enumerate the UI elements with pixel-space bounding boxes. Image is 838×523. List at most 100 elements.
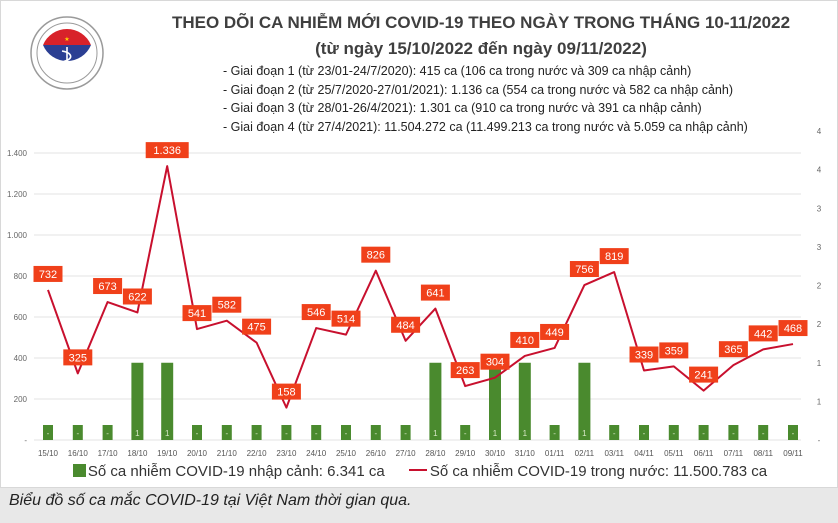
bar xyxy=(549,425,560,440)
data-label-box xyxy=(63,349,93,366)
phase-2: - Giai đoạn 2 (từ 25/7/2020-27/01/2021):… xyxy=(223,82,733,97)
bar xyxy=(311,425,322,440)
x-tick-label: 02/11 xyxy=(575,449,595,458)
bar-label: - xyxy=(553,429,556,438)
x-tick-label: 25/10 xyxy=(336,449,357,458)
bar xyxy=(161,362,174,440)
bar xyxy=(43,425,53,440)
bar xyxy=(728,425,739,440)
data-label-box xyxy=(778,320,808,337)
legend-item-imported: Số ca nhiễm COVID-19 nhập cảnh: 6.341 ca xyxy=(72,463,385,480)
bar-label: 1 xyxy=(165,429,170,438)
bar-label: - xyxy=(76,429,79,438)
x-tick-label: 30/10 xyxy=(485,449,506,458)
chart-subtitle: (từ ngày 15/10/2022 đến ngày 09/11/2022) xyxy=(315,39,647,58)
data-label-box xyxy=(242,318,272,335)
data-label: 641 xyxy=(426,288,444,300)
bar xyxy=(251,425,262,440)
x-tick-label: 17/10 xyxy=(98,449,119,458)
data-label-box xyxy=(212,296,242,313)
bar-label: - xyxy=(672,429,675,438)
data-label-box xyxy=(540,323,570,340)
svg-text:★: ★ xyxy=(64,36,69,43)
bar-label: - xyxy=(792,429,795,438)
data-label-box xyxy=(510,331,540,348)
ministry-of-health-logo: ★ xyxy=(30,16,104,90)
bar xyxy=(758,425,769,440)
data-label-box xyxy=(420,284,450,301)
right-tick-label: 1 xyxy=(817,359,822,368)
x-tick-label: 01/11 xyxy=(545,449,565,458)
bar-label: - xyxy=(732,429,735,438)
data-label: 541 xyxy=(188,308,206,320)
right-tick-label: 1 xyxy=(817,397,822,406)
bar-label: 1 xyxy=(433,429,438,438)
bar xyxy=(788,425,798,440)
data-label-box xyxy=(569,261,599,278)
bar xyxy=(72,425,83,440)
data-label: 484 xyxy=(396,320,414,332)
left-tick-label: 400 xyxy=(14,354,28,363)
image-caption: Biểu đồ số ca mắc COVID-19 tại Việt Nam … xyxy=(9,492,412,509)
bar xyxy=(192,425,202,440)
data-label-box xyxy=(391,316,421,333)
data-label-box xyxy=(271,383,301,400)
data-label: 304 xyxy=(486,357,504,369)
x-tick-label: 23/10 xyxy=(276,449,297,458)
data-label-box xyxy=(450,362,480,379)
bar xyxy=(578,362,591,440)
data-label: 673 xyxy=(98,281,116,293)
bar xyxy=(341,425,351,440)
data-label-box xyxy=(145,142,189,159)
legend-label-domestic: Số ca nhiễm COVID-19 trong nước: 11.500.… xyxy=(429,463,768,480)
bar xyxy=(370,425,381,440)
bar-label: - xyxy=(345,429,348,438)
data-label: 449 xyxy=(545,327,563,339)
x-tick-label: 31/10 xyxy=(515,449,536,458)
left-tick-label: - xyxy=(24,436,27,445)
bar-label: - xyxy=(47,429,50,438)
data-label: 514 xyxy=(337,314,355,326)
data-label-box xyxy=(480,353,510,370)
data-label-box xyxy=(33,265,63,282)
x-tick-label: 08/11 xyxy=(753,449,773,458)
x-tick-label: 06/11 xyxy=(694,449,714,458)
data-label: 468 xyxy=(784,323,802,335)
bar xyxy=(429,362,442,440)
data-label: 826 xyxy=(367,250,385,262)
data-label-box xyxy=(718,341,748,358)
bar-label: - xyxy=(106,429,109,438)
data-label-box xyxy=(659,342,689,359)
right-tick-label: 2 xyxy=(817,320,822,329)
right-tick-label: 4 xyxy=(817,166,822,175)
left-tick-label: 1.200 xyxy=(7,190,28,199)
data-label: 622 xyxy=(128,291,146,303)
bar xyxy=(400,425,411,440)
legend-swatch-line xyxy=(408,469,427,471)
data-label: 359 xyxy=(665,345,683,357)
right-tick-label: 3 xyxy=(817,204,822,213)
bar-label: 1 xyxy=(135,429,140,438)
data-label-box xyxy=(629,346,659,363)
data-label-box xyxy=(182,305,212,322)
bar-label: 1 xyxy=(582,429,587,438)
x-tick-label: 15/10 xyxy=(38,449,59,458)
x-tick-label: 03/11 xyxy=(604,449,624,458)
bar-label: 1 xyxy=(523,429,528,438)
data-label-box xyxy=(689,366,719,383)
bar-label: - xyxy=(196,429,199,438)
chart-title: THEO DÕI CA NHIỄM MỚI COVID-19 THEO NGÀY… xyxy=(171,13,791,32)
data-label-box xyxy=(122,288,152,305)
x-tick-label: 04/11 xyxy=(634,449,654,458)
bar-label: - xyxy=(225,429,228,438)
left-tick-label: 200 xyxy=(14,395,28,404)
bar xyxy=(281,425,292,440)
bar xyxy=(489,362,501,440)
data-label: 241 xyxy=(694,370,712,382)
bar-label: 1 xyxy=(493,429,498,438)
x-tick-label: 22/10 xyxy=(247,449,268,458)
bar-label: - xyxy=(315,429,318,438)
legend-label-imported: Số ca nhiễm COVID-19 nhập cảnh: 6.341 ca xyxy=(87,463,385,480)
phase-summary: - Giai đoạn 1 (từ 23/01-24/7/2020): 415 … xyxy=(223,62,748,136)
data-label: 1.336 xyxy=(153,145,181,157)
